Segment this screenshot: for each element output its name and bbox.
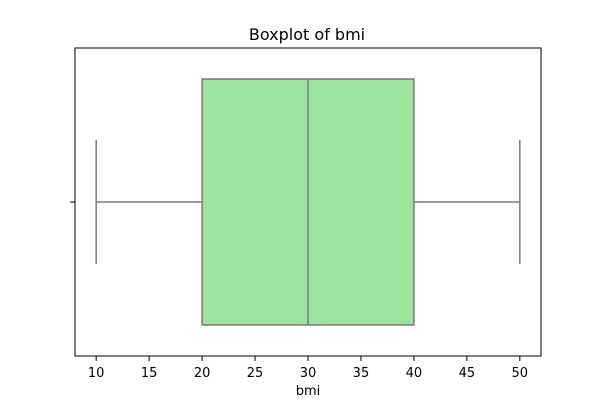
x-tick-label: 40 — [406, 366, 423, 381]
x-axis: 10 15 20 25 30 35 40 45 50 — [88, 356, 528, 381]
x-tick-label: 20 — [194, 366, 211, 381]
x-axis-label: bmi — [296, 384, 321, 399]
chart-title: Boxplot of bmi — [249, 25, 365, 44]
x-tick-label: 25 — [247, 366, 264, 381]
boxplot-marks — [95, 78, 521, 326]
x-tick-label: 30 — [300, 366, 317, 381]
x-tick-label: 50 — [512, 366, 529, 381]
x-tick-label: 15 — [141, 366, 158, 381]
x-tick-label: 10 — [88, 366, 105, 381]
x-tick-label: 35 — [353, 366, 370, 381]
x-tick-label: 45 — [459, 366, 476, 381]
